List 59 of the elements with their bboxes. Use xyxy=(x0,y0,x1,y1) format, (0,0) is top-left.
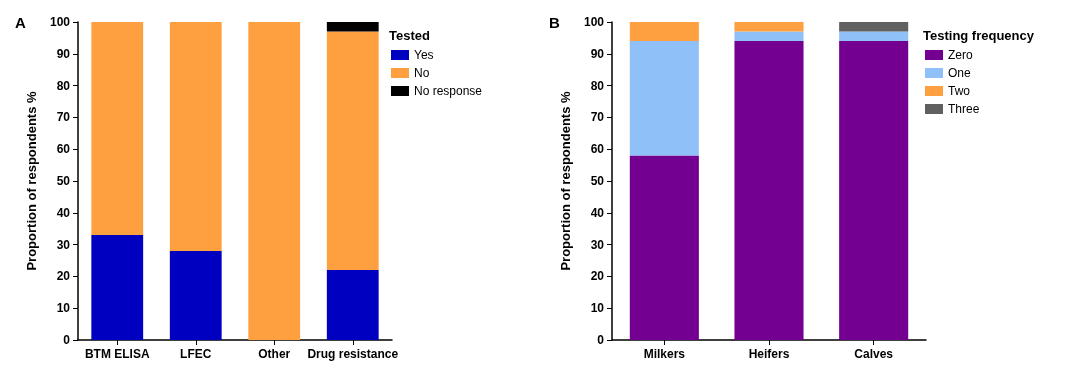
bar xyxy=(839,22,909,32)
bar xyxy=(326,31,379,271)
bar xyxy=(629,155,699,340)
y-tick-label: 10 xyxy=(56,301,71,316)
bar xyxy=(839,41,909,340)
x-tick-label: LFEC xyxy=(180,347,212,361)
y-tick-label: 90 xyxy=(590,46,605,61)
y-tick-label: 50 xyxy=(56,174,71,188)
y-tick-label: 30 xyxy=(590,237,605,252)
legend-label: No xyxy=(414,66,430,80)
bar xyxy=(326,22,379,32)
y-tick-label: 0 xyxy=(597,333,605,347)
legend-label: Yes xyxy=(414,48,434,62)
y-tick-label: 100 xyxy=(583,15,605,29)
bar xyxy=(326,270,379,340)
y-tick-label: 70 xyxy=(590,110,605,125)
y-tick-label: 100 xyxy=(49,15,71,29)
legend-title: Tested xyxy=(389,28,430,43)
y-tick-label: 20 xyxy=(590,269,605,284)
y-axis-title: Proportion of respondents % xyxy=(24,91,39,271)
legend-label: Zero xyxy=(948,48,973,62)
bar xyxy=(734,31,804,42)
y-axis-title: Proportion of respondents % xyxy=(558,91,573,271)
x-tick-label: BTM ELISA xyxy=(84,347,150,361)
y-tick-label: 80 xyxy=(590,78,605,93)
legend-label: No response xyxy=(414,84,483,98)
bar xyxy=(169,250,222,340)
legend-label: One xyxy=(948,66,972,80)
y-tick-label: 10 xyxy=(590,301,605,316)
bar xyxy=(91,235,144,340)
y-tick-label: 0 xyxy=(63,333,71,347)
x-tick-label: Milkers xyxy=(643,347,686,361)
bar xyxy=(169,22,222,251)
bar xyxy=(734,22,804,32)
legend-label: Three xyxy=(948,102,980,116)
y-tick-label: 80 xyxy=(56,78,71,93)
y-tick-label: 70 xyxy=(56,110,71,125)
y-tick-label: 90 xyxy=(56,46,71,61)
y-tick-label: 40 xyxy=(590,205,605,220)
y-tick-label: 40 xyxy=(56,205,71,220)
y-tick-label: 60 xyxy=(590,142,605,157)
y-tick-label: 50 xyxy=(590,174,605,188)
chart-title: A xyxy=(15,14,26,31)
y-tick-label: 30 xyxy=(56,237,71,252)
x-tick-label: Other xyxy=(258,347,291,361)
bar xyxy=(629,41,699,156)
bar xyxy=(629,22,699,42)
bar xyxy=(734,41,804,340)
x-tick-label: Heifers xyxy=(748,347,790,361)
legend-label: Two xyxy=(948,84,971,98)
bar xyxy=(91,22,144,236)
legend-title: Testing frequency xyxy=(923,28,1035,43)
y-tick-label: 60 xyxy=(56,142,71,157)
y-tick-label: 20 xyxy=(56,269,71,284)
x-tick-label: Drug resistance xyxy=(307,347,399,361)
bar xyxy=(839,31,909,42)
x-tick-label: Calves xyxy=(854,347,894,361)
chart-title: B xyxy=(549,14,560,31)
bar xyxy=(248,22,301,340)
